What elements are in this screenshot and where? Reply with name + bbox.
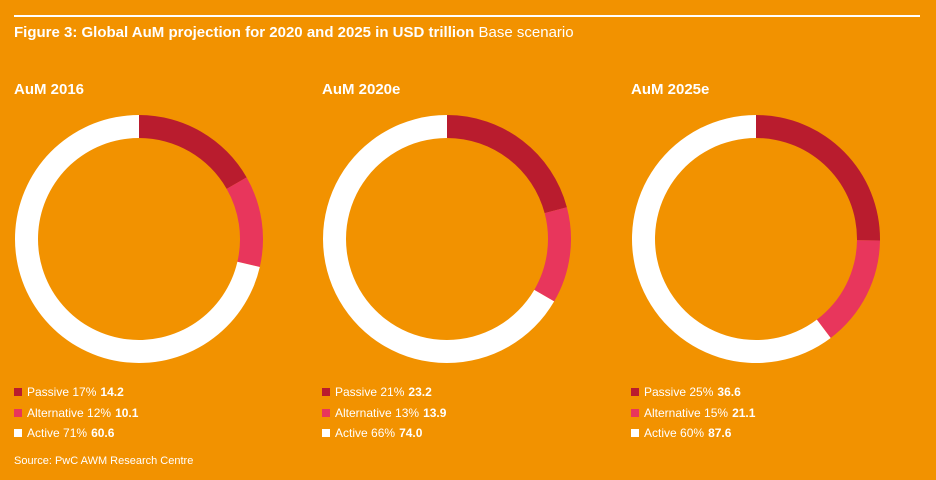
legend-item-active: Active 66% 74.0: [322, 423, 446, 444]
chart-title: AuM 2016: [14, 81, 85, 98]
legend-percent: 25%: [689, 385, 714, 400]
legend-value: 87.6: [708, 426, 732, 441]
figure-title-regular: Base scenario: [478, 24, 574, 41]
legend-value: 74.0: [399, 426, 423, 441]
donut-slice-alternative: [816, 240, 880, 338]
legend-swatch-alternative: [631, 408, 639, 417]
legend-label: Alternative: [27, 405, 84, 420]
chart-panel-2020e: AuM 2020e Passive 21% 23.2 Alternative 13…: [322, 0, 622, 450]
figure-title-bold: Figure 3: Global AuM projection for 2020…: [14, 24, 475, 41]
legend-percent: 17%: [72, 385, 97, 400]
legend-value: 14.2: [100, 385, 124, 400]
legend: Passive 21% 23.2 Alternative 13% 13.9 Acti…: [322, 382, 446, 444]
legend-item-passive: Passive 25% 36.6: [631, 382, 755, 403]
legend-item-passive: Passive 21% 23.2: [322, 382, 446, 403]
legend-label: Active: [335, 426, 368, 441]
legend-percent: 21%: [380, 385, 405, 400]
legend-percent: 13%: [395, 405, 420, 420]
donut-slice-active: [631, 115, 831, 363]
legend-label: Active: [644, 426, 677, 441]
legend-item-alternative: Alternative 15% 21.1: [631, 403, 755, 424]
donut-slice-alternative: [534, 207, 571, 302]
legend-label: Passive: [644, 385, 687, 400]
legend-swatch-active: [322, 429, 330, 438]
chart-title: AuM 2020e: [322, 81, 401, 98]
legend-value: 36.6: [717, 385, 741, 400]
legend-item-active: Active 60% 87.6: [631, 423, 755, 444]
legend-value: 10.1: [115, 405, 139, 420]
legend-item-alternative: Alternative 13% 13.9: [322, 403, 446, 424]
chart-panel-2025e: AuM 2025e Passive 25% 36.6 Alternative 15…: [631, 0, 931, 450]
legend-label: Active: [27, 426, 60, 441]
legend-percent: 66%: [371, 426, 396, 441]
donut-chart-2025e: [631, 115, 880, 363]
legend-swatch-alternative: [14, 408, 22, 417]
legend-item-active: Active 71% 60.6: [14, 423, 138, 444]
donut-chart-2020e: [323, 115, 571, 363]
donut-slice-alternative: [226, 177, 263, 267]
legend-label: Alternative: [644, 405, 701, 420]
donut-slice-passive: [139, 115, 247, 189]
chart-panel-2016: AuM 2016 Passive 17% 14.2 Alternative 12%…: [14, 0, 314, 450]
legend-swatch-passive: [14, 388, 22, 397]
top-rule: [14, 15, 920, 17]
legend-value: 13.9: [423, 405, 447, 420]
figure-title: Figure 3: Global AuM projection for 2020…: [14, 24, 574, 41]
legend-swatch-active: [14, 429, 22, 438]
legend-percent: 12%: [87, 405, 112, 420]
legend: Passive 17% 14.2 Alternative 12% 10.1 Acti…: [14, 382, 138, 444]
legend-label: Alternative: [335, 405, 392, 420]
legend-value: 60.6: [91, 426, 115, 441]
legend-percent: 71%: [63, 426, 88, 441]
legend-item-passive: Passive 17% 14.2: [14, 382, 138, 403]
legend-swatch-alternative: [322, 408, 330, 417]
chart-title: AuM 2025e: [631, 81, 710, 98]
legend-swatch-active: [631, 429, 639, 438]
legend: Passive 25% 36.6 Alternative 15% 21.1 Acti…: [631, 382, 755, 444]
legend-value: 21.1: [732, 405, 756, 420]
legend-label: Passive: [27, 385, 70, 400]
legend-value: 23.2: [408, 385, 432, 400]
legend-percent: 60%: [680, 426, 705, 441]
donut-chart-2016: [15, 115, 263, 363]
source-note: Source: PwC AWM Research Centre: [14, 455, 194, 467]
donut-slice-passive: [447, 115, 567, 214]
legend-item-alternative: Alternative 12% 10.1: [14, 403, 138, 424]
legend-label: Passive: [335, 385, 378, 400]
legend-percent: 15%: [704, 405, 729, 420]
donut-slice-passive: [756, 115, 880, 241]
legend-swatch-passive: [631, 388, 639, 397]
legend-swatch-passive: [322, 388, 330, 397]
